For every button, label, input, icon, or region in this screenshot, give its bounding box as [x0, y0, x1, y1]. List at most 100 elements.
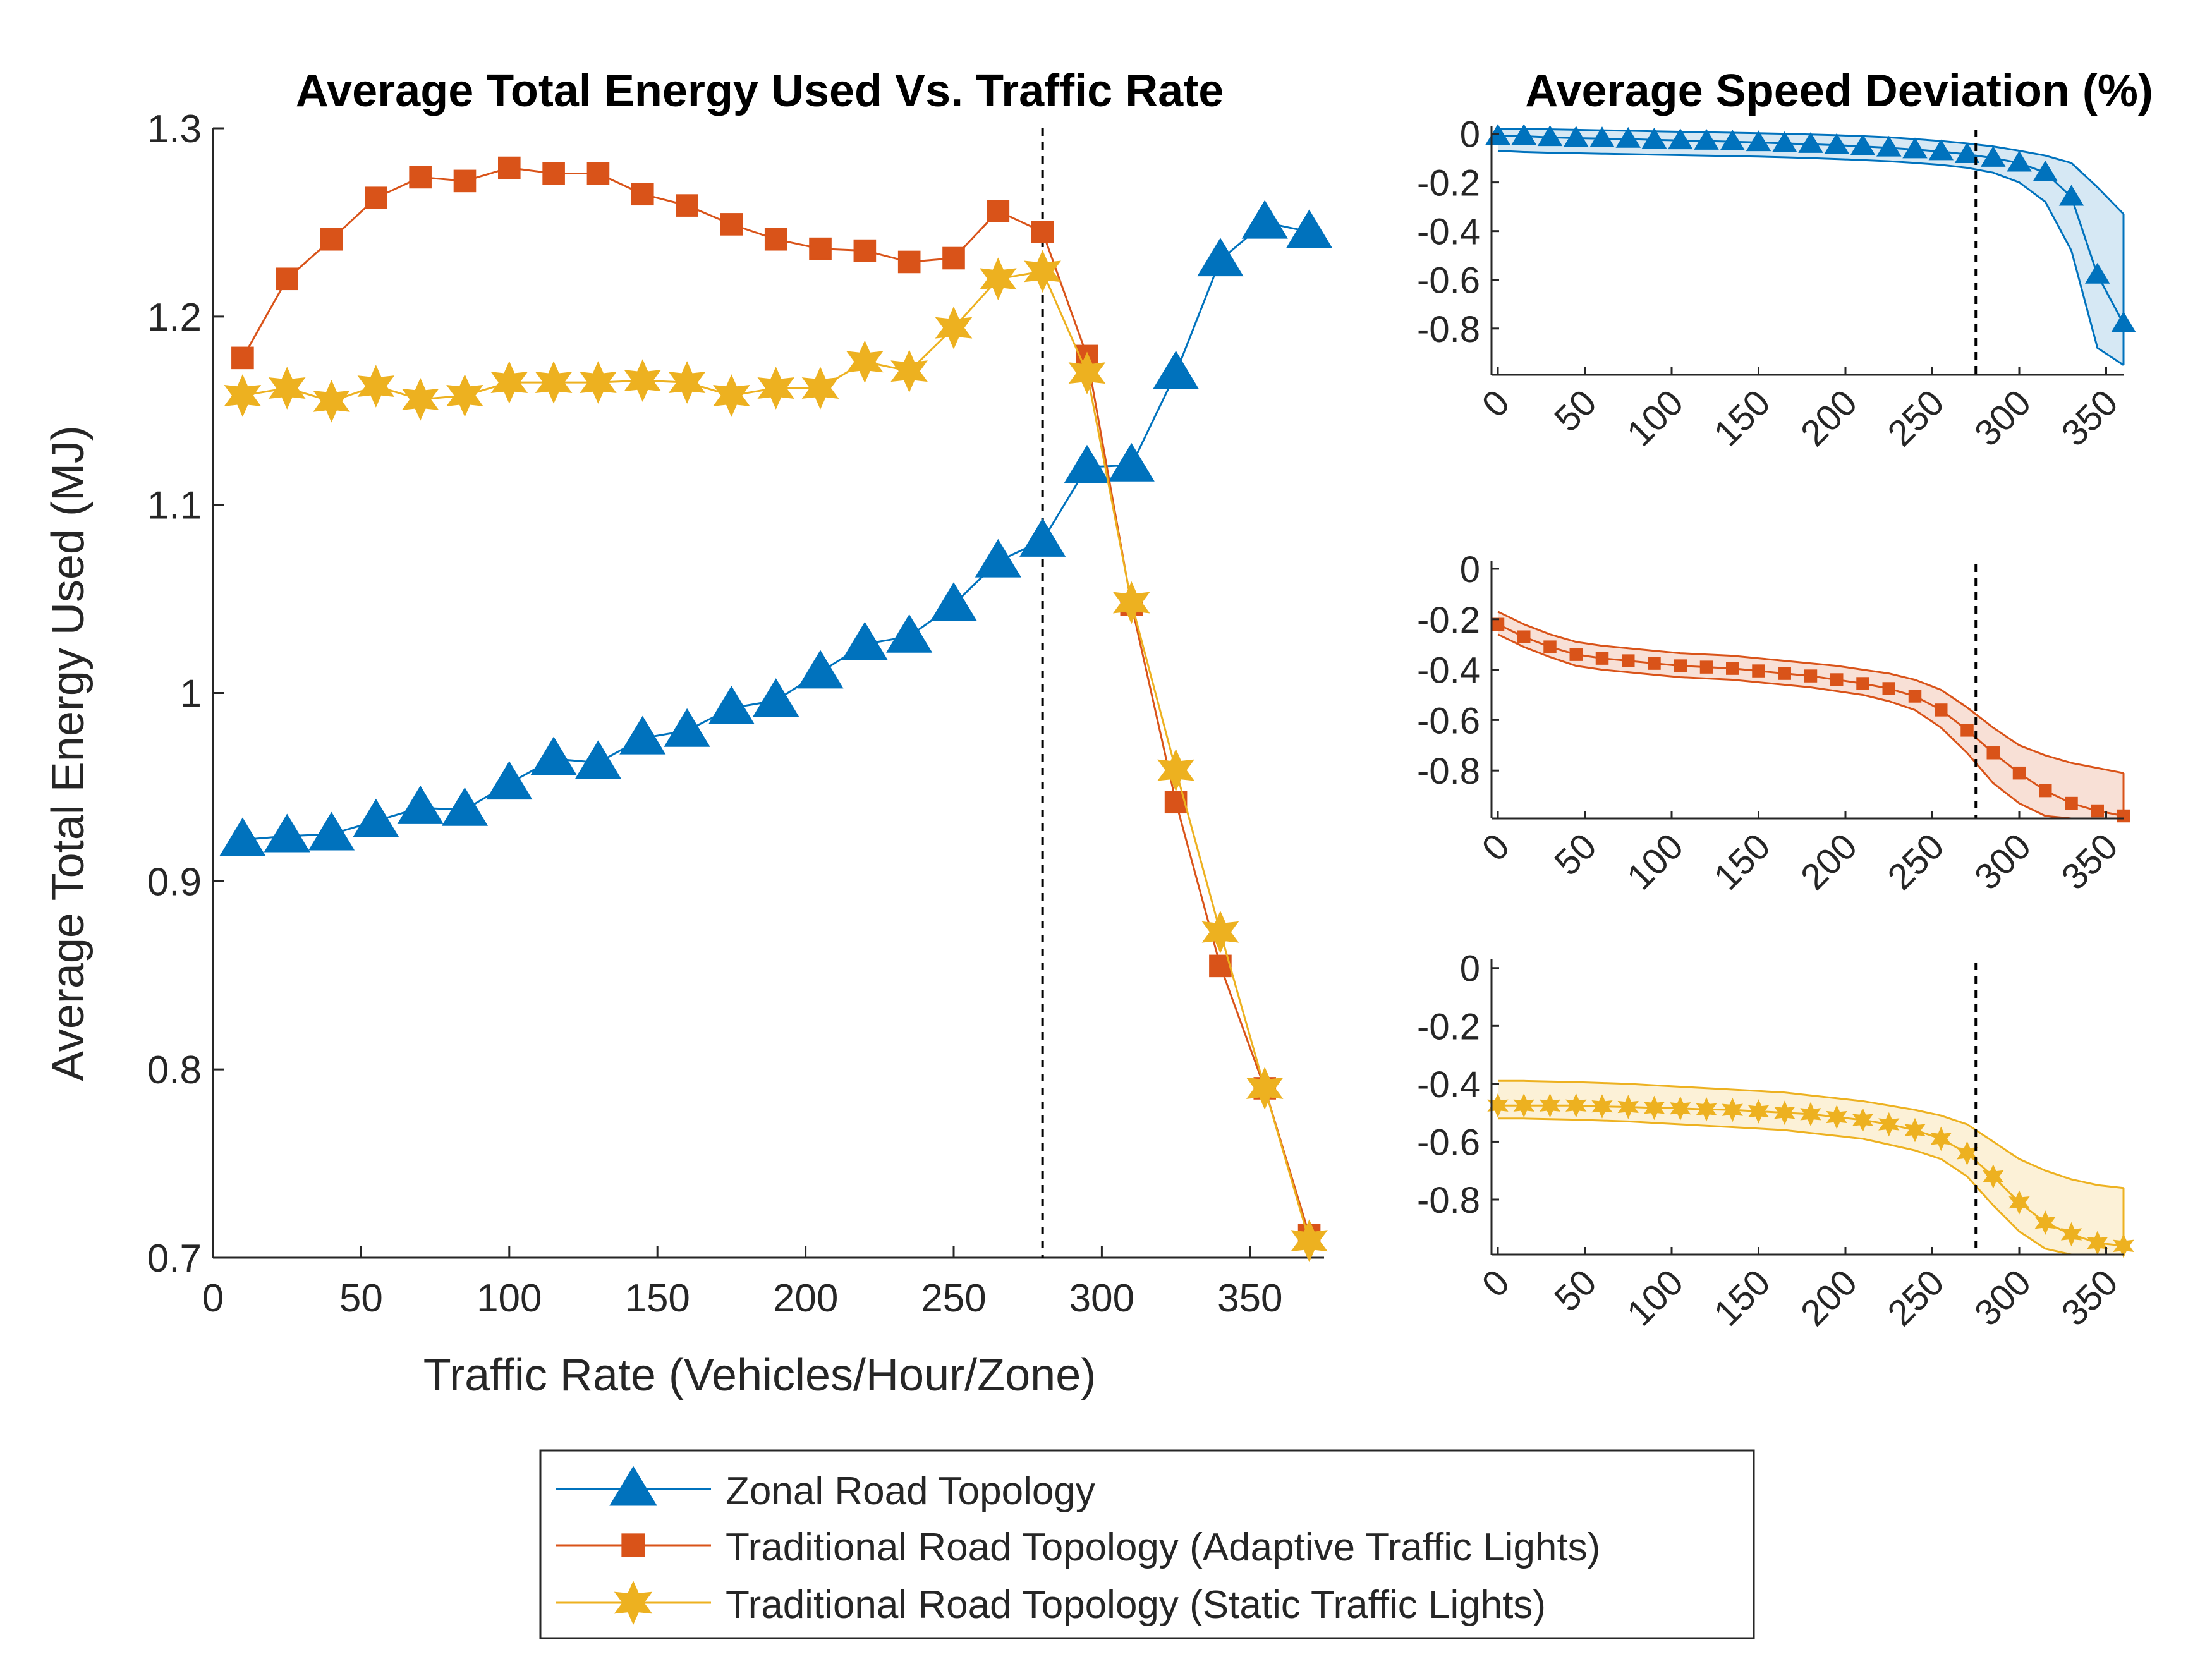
sub-data-point — [1954, 142, 1980, 164]
main-data-point — [1285, 209, 1333, 248]
sub-y-tick-label: -0.4 — [1417, 650, 1480, 691]
sub-data-point — [1622, 654, 1635, 667]
main-data-point — [1024, 250, 1061, 293]
main-data-point — [401, 378, 439, 421]
main-data-point — [453, 169, 477, 193]
main-data-point — [720, 213, 743, 236]
main-data-point — [308, 811, 355, 851]
speed-deviation-title: Average Speed Deviation (%) — [1525, 66, 2153, 116]
sub-data-point — [1539, 1093, 1561, 1118]
main-data-point — [231, 346, 254, 370]
legend-entry-static: Traditional Road Topology (Static Traffi… — [556, 1581, 1546, 1627]
legend-entry-adaptive: Traditional Road Topology (Adaptive Traf… — [556, 1526, 1600, 1569]
main-data-point — [486, 761, 533, 800]
main-data-point — [1246, 1067, 1284, 1110]
legend-marker-zonal — [609, 1466, 657, 1506]
main-x-tick-label: 50 — [339, 1277, 383, 1320]
main-data-point — [841, 621, 888, 660]
main-data-point — [897, 250, 921, 274]
sub-data-point — [1696, 1097, 1717, 1122]
sub-data-point — [1589, 126, 1615, 148]
sub-upper-bound-line — [1497, 611, 2124, 774]
sub-y-tick-label: 0 — [1460, 549, 1480, 590]
main-data-point — [1031, 221, 1054, 243]
sub-data-point — [2007, 150, 2032, 172]
sub-data-point — [1908, 690, 1922, 703]
legend-marker-adaptive — [621, 1533, 645, 1557]
main-data-point — [890, 349, 928, 393]
sub-data-point — [1930, 1126, 1952, 1152]
sub-data-point — [2111, 311, 2136, 332]
sub-data-point — [1513, 1093, 1534, 1118]
main-data-point — [1068, 351, 1106, 394]
sub-data-point — [1674, 659, 1687, 672]
sub-data-point — [1591, 1094, 1613, 1119]
sub-data-point — [1986, 746, 2000, 760]
main-data-point — [276, 267, 298, 291]
main-data-point — [980, 257, 1017, 301]
sub-data-point — [1720, 130, 1746, 151]
sub-data-point — [1882, 682, 1895, 695]
main-data-point — [624, 359, 662, 402]
sub-y-tick-label: -0.2 — [1417, 163, 1480, 204]
sub-data-point — [1491, 617, 1505, 631]
legend-box — [539, 1449, 1755, 1639]
legend-label-adaptive: Traditional Road Topology (Adaptive Traf… — [726, 1526, 1600, 1569]
sub-y-tick-label: -0.6 — [1417, 1122, 1480, 1163]
main-data-point — [490, 361, 528, 404]
main-data-point — [886, 614, 933, 653]
main-data-point — [219, 817, 266, 856]
legend-marker-shape — [614, 1581, 653, 1625]
sub-data-point — [2033, 161, 2058, 181]
main-data-point — [397, 785, 444, 824]
sub-data-point — [1670, 1096, 1691, 1121]
main-data-point — [975, 538, 1021, 578]
main-x-tick-label: 100 — [477, 1277, 542, 1320]
main-data-point — [498, 156, 521, 179]
sub-data-point — [1511, 124, 1537, 145]
sub-data-point — [1798, 131, 1823, 153]
sub-data-point — [1615, 126, 1641, 148]
sub-data-point — [2034, 1210, 2056, 1235]
main-x-tick-label: 0 — [202, 1277, 224, 1320]
sub-y-tick-label: -0.2 — [1417, 1006, 1480, 1047]
sub-data-point — [1852, 1107, 1874, 1133]
legend: Zonal Road Topology Traditional Road Top… — [539, 1449, 1755, 1639]
main-data-point — [753, 678, 799, 717]
main-y-axis-label: Average Total Energy Used (MJ) — [43, 425, 94, 1081]
sub-y-tick-label: -0.8 — [1417, 309, 1480, 350]
main-data-point — [409, 166, 432, 189]
sub-data-point — [1517, 630, 1531, 643]
sub-data-point — [1565, 1093, 1587, 1118]
main-data-point — [574, 740, 622, 779]
sub-data-point — [1595, 652, 1609, 665]
main-data-point — [930, 582, 977, 621]
sub-y-tick-label: -0.4 — [1417, 1064, 1480, 1105]
main-x-tick-label: 250 — [921, 1277, 986, 1320]
sub-data-point — [1876, 135, 1902, 157]
main-data-point — [224, 374, 262, 417]
sub-data-point — [1641, 127, 1667, 149]
main-data-point — [757, 367, 795, 410]
sub-data-point — [1824, 133, 1850, 154]
sub-upper-bound-line — [1498, 1079, 2124, 1189]
main-data-point — [935, 306, 973, 349]
sub-data-point — [2039, 784, 2052, 798]
sub-data-point — [1856, 677, 1869, 690]
sub-data-point — [2058, 185, 2084, 206]
sub-lower-bound-line — [1497, 633, 2124, 820]
main-x-tick-label: 300 — [1069, 1277, 1134, 1320]
legend-marker-shape — [609, 1466, 657, 1506]
main-y-tick-label: 0.8 — [147, 1048, 202, 1092]
main-data-point — [987, 200, 1010, 222]
sub-data-point — [1699, 660, 1713, 674]
sub-y-tick-label: -0.8 — [1417, 751, 1480, 792]
sub-data-point — [1747, 1099, 1770, 1124]
main-x-tick-label: 200 — [773, 1277, 838, 1320]
main-data-point — [1157, 748, 1194, 792]
main-data-point — [631, 183, 654, 206]
sub-y-tick-label: -0.2 — [1417, 600, 1480, 641]
main-data-point — [1108, 442, 1155, 482]
sub-data-point — [1800, 1102, 1821, 1127]
